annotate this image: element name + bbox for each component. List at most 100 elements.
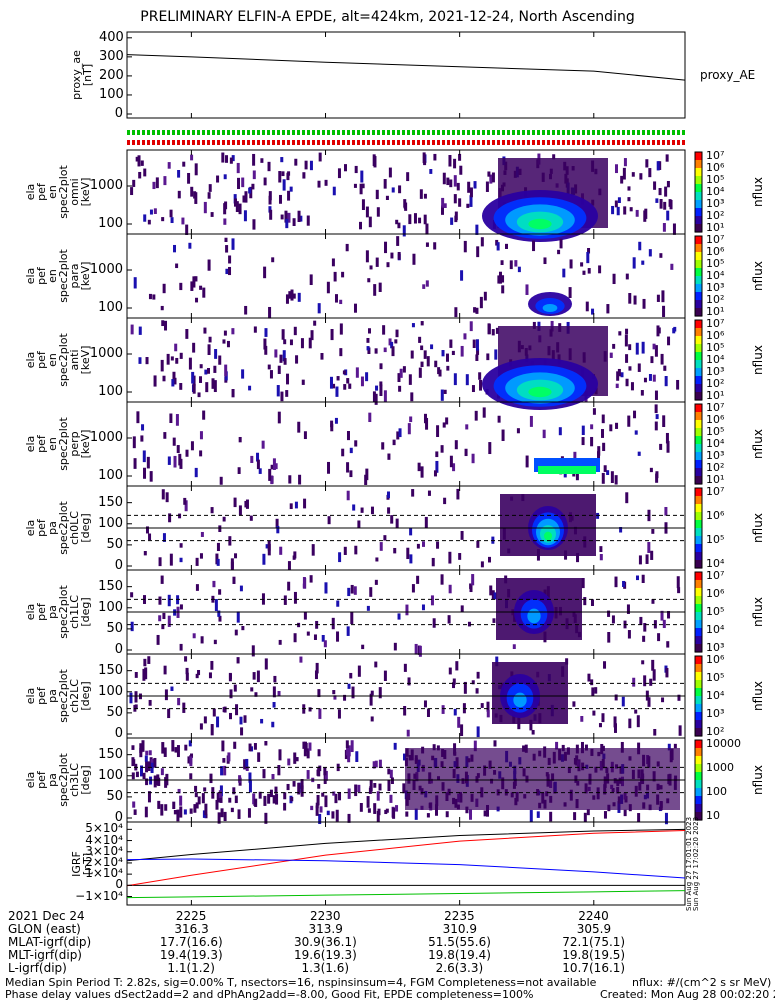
quality-flag-green — [447, 130, 450, 135]
pa_ch1-colorbar-swatch — [695, 622, 702, 625]
pa_ch3-colorbar-swatch — [695, 814, 702, 817]
en_omni-pixel — [475, 224, 479, 235]
quality-flag-green — [527, 130, 530, 135]
pa_ch3-pixel — [445, 811, 449, 818]
pa_ch0-pixel — [409, 527, 413, 536]
pa_ch2-ylabel-line: [deg] — [78, 681, 92, 711]
pa_ch3-pixel — [245, 758, 249, 767]
en_para-core — [542, 304, 558, 312]
en_perp-frame — [126, 401, 686, 487]
pa_ch2-pixel — [587, 673, 591, 682]
pa_ch0-colorbar-swatch — [695, 558, 702, 561]
en_anti-ytick-label: 1000 — [89, 346, 123, 361]
en_para-colorbar-swatch — [695, 282, 702, 285]
pa_ch1-pixel — [430, 595, 434, 606]
pa_ch1-pixel — [241, 625, 245, 631]
en_omni-colorbar-swatch — [695, 218, 702, 221]
pa_ch3-pixel — [334, 793, 338, 804]
en_para-pixel — [292, 293, 296, 299]
pa_ch0-colorbar-tick-label: 10⁷ — [706, 485, 725, 498]
ephemeris-value: 313.9 — [308, 922, 343, 936]
en_anti-pixel — [487, 324, 491, 335]
pa_ch0-ytick-label: 150 — [98, 494, 123, 510]
pa_ch3-pixel — [145, 778, 149, 786]
en_para-colorbar-swatch — [695, 256, 702, 259]
quality-flag-red — [532, 140, 535, 145]
pa_ch3-colorbar-swatch — [695, 818, 702, 821]
x-tick-label: 2235 — [444, 909, 475, 923]
igrf-ytick-label: 0 — [115, 877, 123, 892]
en_para-pixel — [160, 305, 164, 311]
quality-flag-red — [457, 140, 460, 145]
pa_ch2-pixel — [378, 687, 382, 699]
pa_ch0-pixel — [148, 533, 152, 541]
pa_ch1-pixel — [448, 584, 452, 594]
pa_ch1-pixel — [366, 605, 370, 611]
en_omni-pixel — [229, 157, 233, 164]
pa_ch3-pixel — [549, 811, 553, 822]
pa_ch3-pixel — [286, 783, 290, 791]
en_perp-pixel — [465, 424, 469, 430]
en_para-pixel — [173, 244, 177, 253]
pa_ch0-colorbar-swatch — [695, 498, 702, 501]
pa_ch3-pixel — [355, 751, 359, 762]
en_perp-pixel — [634, 430, 638, 435]
quality-flag-green — [267, 130, 270, 135]
en_omni-pixel — [225, 155, 229, 163]
en_anti-colorbar-swatch — [695, 328, 702, 331]
en_omni-pixel — [292, 218, 296, 227]
en_omni-pixel — [450, 217, 454, 225]
pa_ch0-pixel — [292, 555, 296, 560]
pa_ch2-pixel — [185, 667, 189, 675]
en_para-pixel — [476, 246, 480, 258]
pa_ch2-pixel — [164, 689, 168, 701]
pa_ch1-colorbar-swatch — [695, 640, 702, 643]
pa_ch3-pixel — [232, 787, 236, 795]
en_anti-pixel — [199, 364, 203, 369]
en_perp-pixel — [364, 474, 368, 485]
pa_ch3-colorbar-swatch — [695, 744, 702, 747]
en_omni-pixel — [284, 210, 288, 223]
pa_ch2-colorbar-swatch — [695, 722, 702, 725]
en_anti-pixel — [203, 327, 207, 334]
pa_ch1-colorbar-tick-label: 10³ — [706, 641, 725, 654]
en_anti-pixel — [170, 356, 174, 361]
quality-flag-red — [492, 140, 495, 145]
pa_ch0-colorbar-swatch — [695, 506, 702, 509]
pa_ch3-pixel — [248, 743, 252, 752]
pa_ch2-pixel — [448, 667, 452, 675]
en_omni-pixel — [422, 152, 426, 164]
quality-flag-green — [467, 130, 470, 135]
pa_ch2-colorbar-swatch — [695, 732, 702, 735]
en_anti-pixel — [441, 350, 445, 357]
pa_ch2-pixel — [315, 662, 319, 674]
en_para-pixel — [378, 282, 382, 292]
pa_ch2-colorbar-swatch — [695, 658, 702, 661]
en_anti-pixel — [443, 389, 447, 394]
en_omni-colorbar-swatch — [695, 152, 702, 155]
pa_ch2-pixel — [652, 669, 656, 681]
pa_ch2-ytick-label: 50 — [106, 704, 123, 720]
en_para-colorbar-swatch — [695, 238, 702, 241]
en_anti-pixel — [336, 376, 340, 381]
en_perp-pixel — [442, 422, 446, 428]
pa_ch1-colorbar-swatch — [695, 648, 702, 651]
pa_ch2-pixel — [463, 681, 467, 694]
ephemeris-value: 10.7(16.1) — [562, 961, 626, 975]
pa_ch1-colorbar-tick-label: 10⁶ — [706, 587, 725, 600]
pa_ch1-pixel — [303, 612, 307, 620]
en_omni-pixel — [297, 210, 301, 222]
quality-flag-red — [507, 140, 510, 145]
en_omni-colorbar-swatch — [695, 202, 702, 205]
pa_ch3-pixel — [389, 769, 393, 779]
en_para-colorbar-swatch — [695, 236, 702, 239]
en_anti-pixel — [465, 374, 469, 386]
pa_ch2-colorbar-swatch — [695, 664, 702, 667]
en_para-colorbar-swatch — [695, 268, 702, 271]
pa_ch3-pixel — [389, 794, 393, 803]
quality-flag-green — [462, 130, 465, 135]
pa_ch3-pixel — [262, 769, 266, 779]
pa_ch3-pixel — [275, 793, 279, 805]
pa_ch3-pixel — [300, 779, 304, 789]
en_anti-pixel — [476, 348, 480, 355]
